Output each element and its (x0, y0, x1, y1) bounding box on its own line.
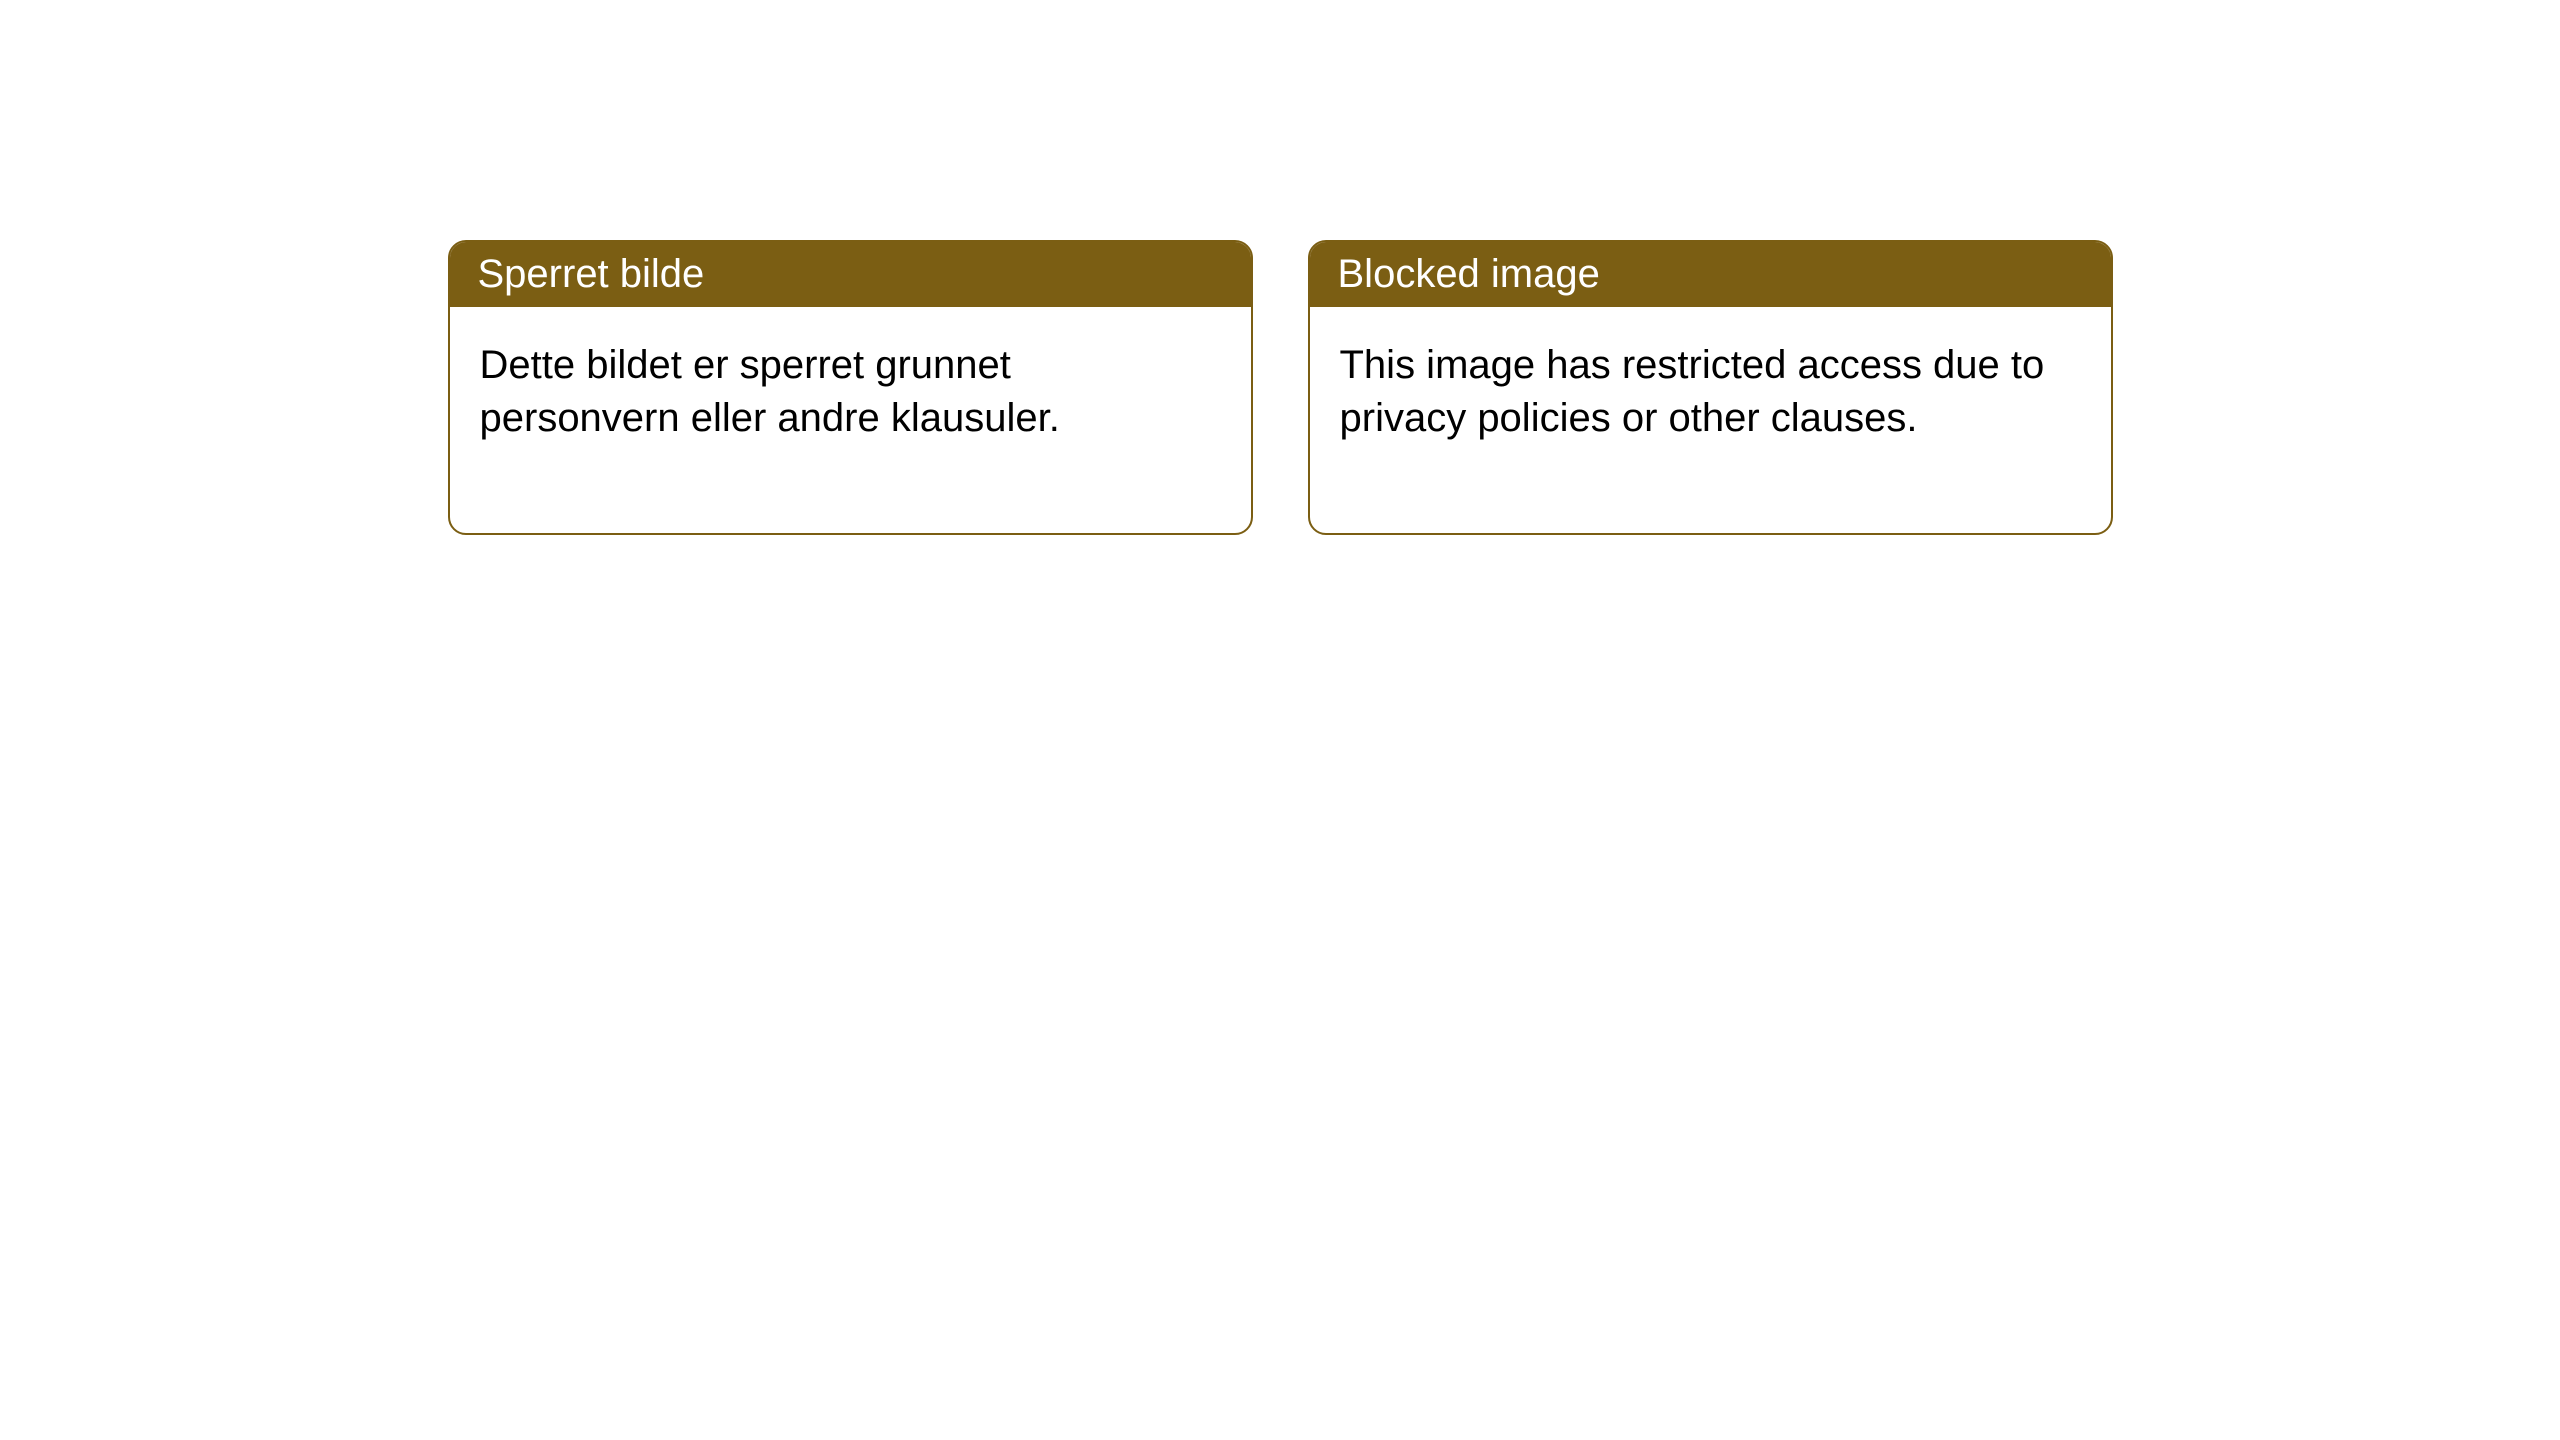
card-body: Dette bildet er sperret grunnet personve… (450, 307, 1251, 533)
card-header: Blocked image (1310, 242, 2111, 307)
card-header: Sperret bilde (450, 242, 1251, 307)
card-body: This image has restricted access due to … (1310, 307, 2111, 533)
cards-container: Sperret bilde Dette bildet er sperret gr… (448, 240, 2113, 535)
blocked-image-card-no: Sperret bilde Dette bildet er sperret gr… (448, 240, 1253, 535)
blocked-image-card-en: Blocked image This image has restricted … (1308, 240, 2113, 535)
